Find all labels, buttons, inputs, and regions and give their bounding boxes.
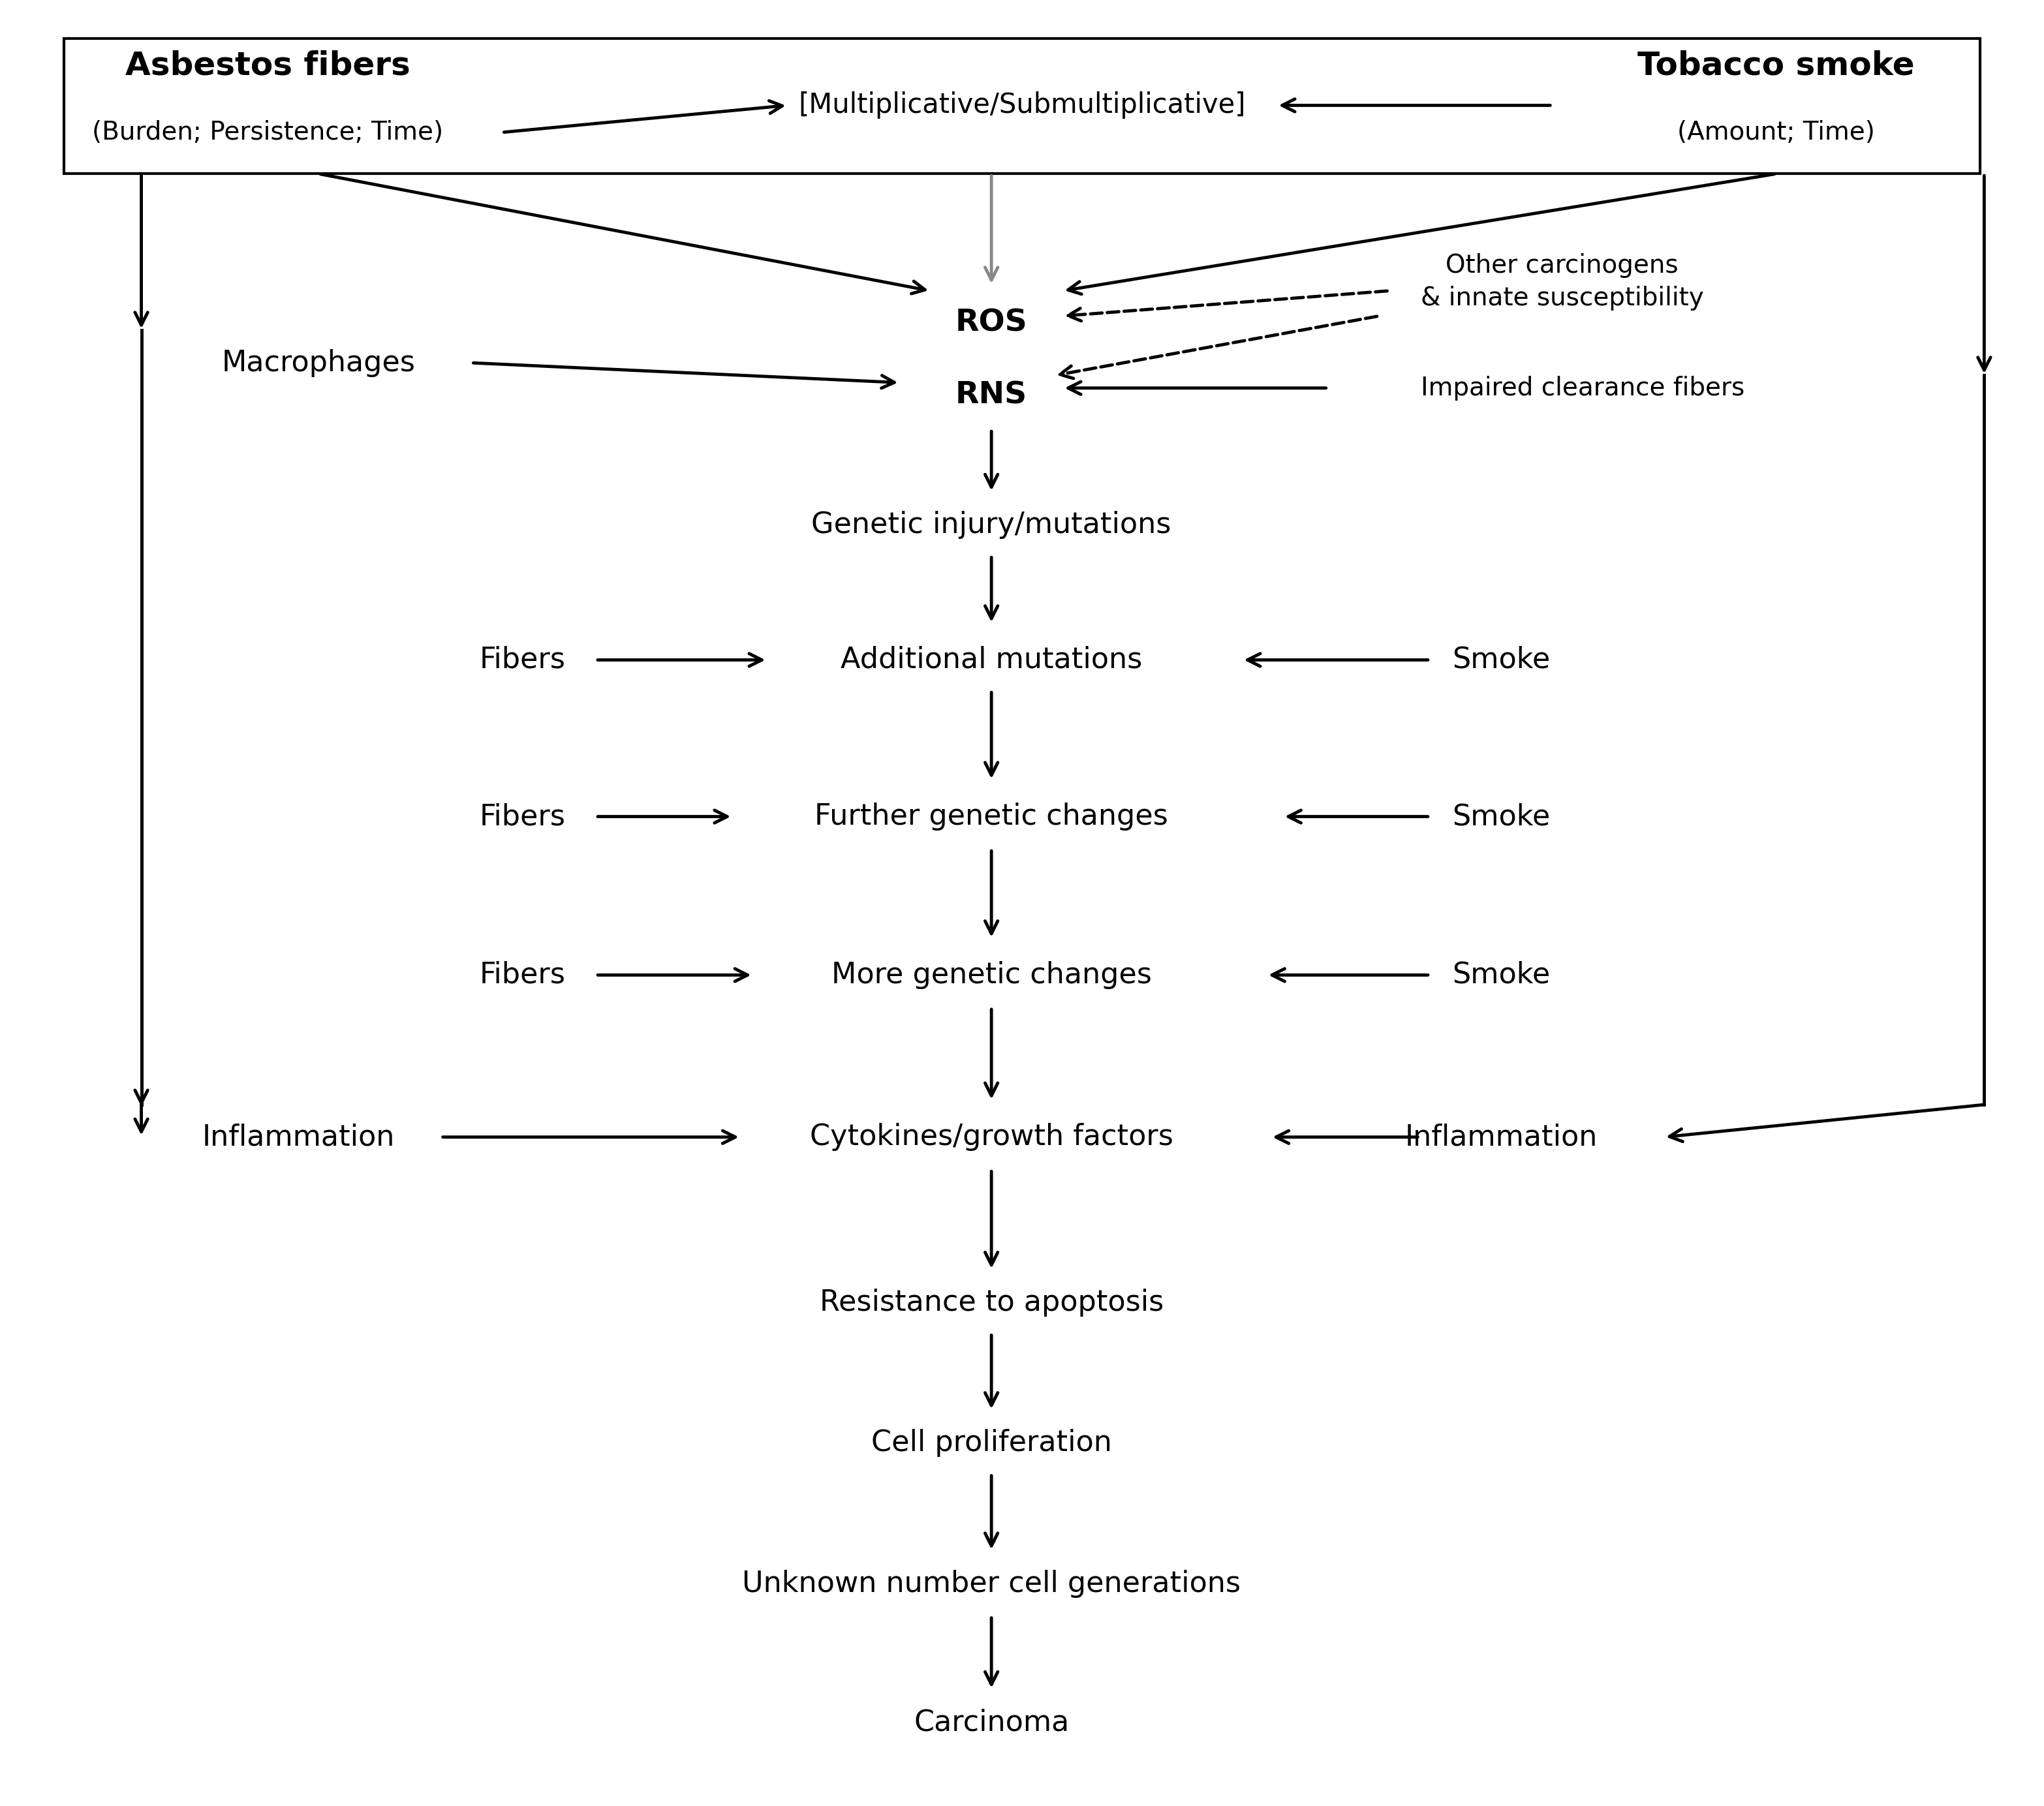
Text: RNS: RNS [955, 381, 1028, 410]
Text: ROS: ROS [955, 309, 1028, 338]
Text: Fibers: Fibers [480, 802, 566, 831]
Text: [Multiplicative/Submultiplicative]: [Multiplicative/Submultiplicative] [799, 92, 1245, 119]
Text: Macrophages: Macrophages [223, 349, 415, 377]
Text: (Amount; Time): (Amount; Time) [1678, 119, 1874, 144]
Text: (Burden; Persistence; Time): (Burden; Persistence; Time) [92, 119, 444, 144]
Text: Fibers: Fibers [480, 647, 566, 674]
Text: Genetic injury/mutations: Genetic injury/mutations [811, 511, 1171, 538]
Text: Resistance to apoptosis: Resistance to apoptosis [820, 1289, 1163, 1317]
Text: Asbestos fibers: Asbestos fibers [125, 51, 411, 81]
Text: Inflammation: Inflammation [202, 1123, 394, 1150]
Text: Additional mutations: Additional mutations [840, 647, 1143, 674]
Text: Smoke: Smoke [1451, 802, 1549, 831]
Text: Tobacco smoke: Tobacco smoke [1637, 51, 1915, 81]
Text: Smoke: Smoke [1451, 647, 1549, 674]
Text: More genetic changes: More genetic changes [832, 961, 1151, 990]
Text: Impaired clearance fibers: Impaired clearance fibers [1421, 376, 1744, 401]
Text: Smoke: Smoke [1451, 961, 1549, 990]
FancyBboxPatch shape [63, 38, 1981, 173]
Text: Fibers: Fibers [480, 961, 566, 990]
Text: Inflammation: Inflammation [1404, 1123, 1598, 1150]
Text: Further genetic changes: Further genetic changes [816, 802, 1169, 831]
Text: Other carcinogens
& innate susceptibility: Other carcinogens & innate susceptibilit… [1421, 253, 1705, 311]
Text: Unknown number cell generations: Unknown number cell generations [742, 1569, 1241, 1598]
Text: Cell proliferation: Cell proliferation [871, 1429, 1112, 1457]
Text: Carcinoma: Carcinoma [914, 1708, 1069, 1736]
Text: Cytokines/growth factors: Cytokines/growth factors [809, 1123, 1173, 1150]
